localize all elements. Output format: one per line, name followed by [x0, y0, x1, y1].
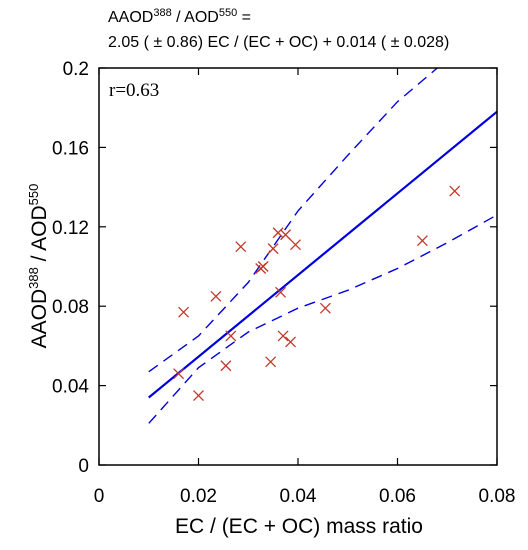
x-tick-label: 0.08 [479, 486, 516, 507]
data-point [210, 290, 222, 302]
data-point [173, 368, 185, 380]
eq-aod-sup: 550 [219, 7, 237, 19]
data-point [220, 360, 232, 372]
x-tick-label: 0.06 [379, 486, 416, 507]
equation-line-2: 2.05 ( ± 0.86) EC / (EC + OC) + 0.014 ( … [108, 34, 449, 51]
eq-aaod-text: AAOD [108, 9, 153, 26]
x-tick-label: 0.02 [180, 486, 217, 507]
data-point [225, 330, 237, 342]
data-point [178, 306, 190, 318]
data-point [193, 390, 204, 401]
y-tick-label: 0.08 [52, 297, 89, 318]
y-tick-label: 0.2 [63, 59, 89, 80]
y-tick-label: 0.04 [52, 377, 89, 398]
data-point [319, 302, 331, 314]
data-point [449, 185, 461, 197]
points-layer [173, 185, 461, 401]
ylabel-aod-sup: 550 [26, 184, 41, 206]
eq-equals: = [237, 9, 251, 26]
ylabel-aaod-sup: 388 [26, 267, 41, 289]
x-tick-label: 0.04 [280, 486, 317, 507]
regression-line [148, 110, 498, 399]
y-tick-label: 0.16 [52, 138, 89, 159]
ylabel-aod: / AOD [28, 205, 51, 267]
x-tick-label: 0 [94, 486, 105, 507]
eq-aaod-sup: 388 [153, 7, 171, 19]
lower-confidence-band [148, 214, 498, 424]
y-tick-label: 0 [78, 456, 89, 477]
ylabel-aaod: AAOD [28, 289, 51, 349]
y-axis-title: AAOD388 / AOD550 [26, 184, 51, 349]
x-axis-title: EC / (EC + OC) mass ratio [175, 515, 423, 538]
data-point [265, 356, 277, 368]
data-point [290, 239, 301, 251]
equation-line-1: AAOD388 / AOD550 = [108, 7, 251, 26]
r-annotation: r=0.63 [109, 80, 159, 101]
data-point [257, 261, 269, 272]
y-tick-label: 0.12 [52, 218, 89, 239]
data-point [280, 229, 292, 241]
data-point [285, 336, 296, 348]
data-point [267, 243, 279, 255]
ticks-layer: 0 0.02 0.04 0.06 0.08 0 0.04 0.08 0.12 0.16 0.2 [52, 59, 515, 507]
data-point [235, 241, 247, 253]
data-point [275, 286, 287, 298]
upper-confidence-band [148, 67, 438, 373]
data-point [272, 227, 284, 239]
eq-aod-text: / AOD [172, 9, 219, 26]
data-point [277, 330, 289, 342]
regression-layer [148, 110, 498, 399]
data-point [416, 235, 428, 247]
plot-frame [98, 67, 498, 466]
confidence-bands [148, 67, 498, 424]
